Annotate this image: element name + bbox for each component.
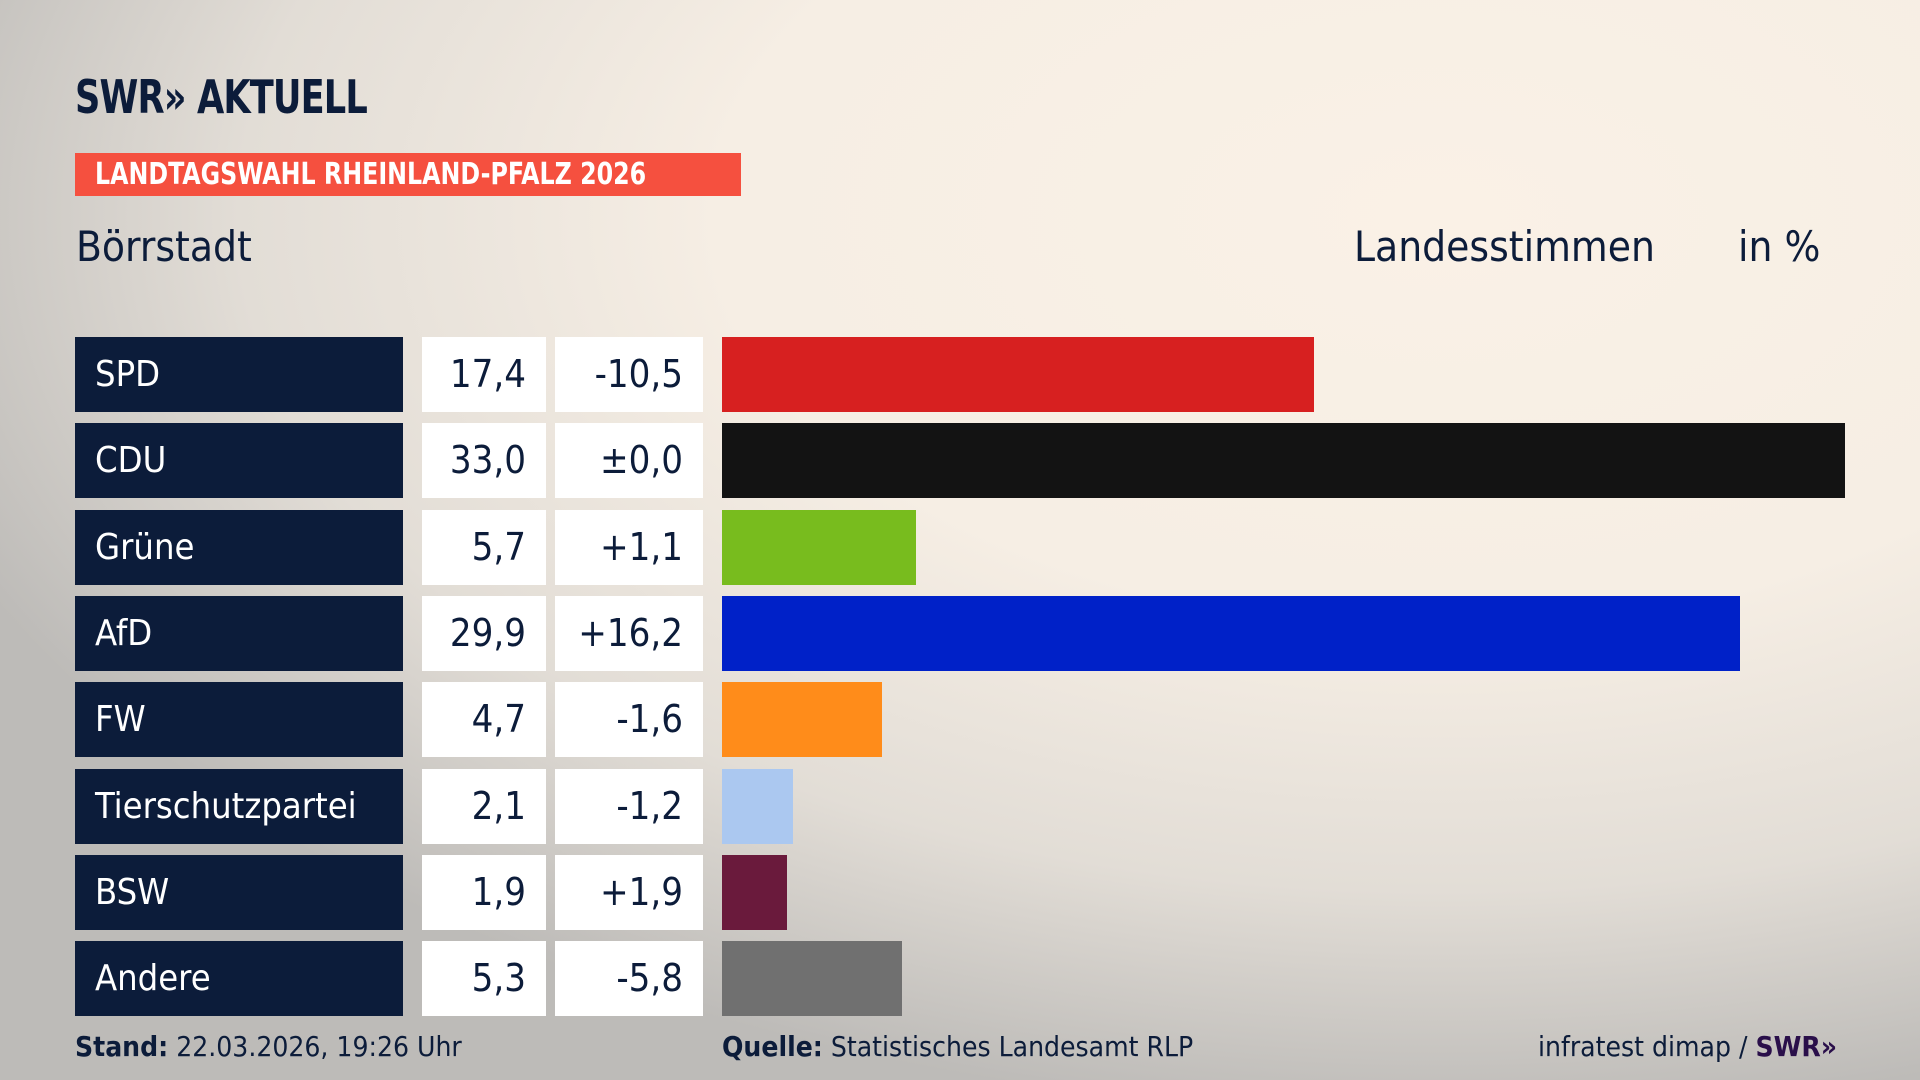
vote-share-label: 5,3 [422, 941, 546, 1017]
vote-change-label: -10,5 [555, 337, 703, 412]
party-bar [722, 941, 903, 1017]
source-label: Quelle: [722, 1030, 823, 1063]
credit-text: infratest dimap / [1538, 1030, 1748, 1063]
measure-label: Landesstimmen [1354, 222, 1655, 271]
vote-share-label: 4,7 [422, 682, 546, 758]
party-bar [722, 423, 1845, 499]
unit-label: in % [1738, 222, 1821, 271]
party-label: CDU [75, 423, 403, 499]
vote-change-label: -5,8 [555, 941, 703, 1017]
party-label: BSW [75, 854, 403, 930]
party-label: Tierschutzpartei [75, 768, 403, 844]
vote-change-label: +1,1 [555, 509, 703, 585]
stand-label: Stand: [75, 1030, 169, 1063]
party-bar [722, 595, 1740, 671]
location-title: Börrstadt [76, 222, 252, 271]
party-label: FW [75, 682, 403, 758]
vote-share-label: 17,4 [422, 337, 546, 412]
source: Quelle: Statistisches Landesamt RLP [722, 1030, 1193, 1063]
vote-change-label: ±0,0 [555, 423, 703, 499]
stand-value: 22.03.2026, 19:26 Uhr [176, 1030, 462, 1063]
election-banner: LANDTAGSWAHL RHEINLAND-PFALZ 2026 [75, 153, 742, 196]
swr-aktuell-logo: SWR» AKTUELL [75, 70, 368, 124]
vote-share-label: 1,9 [422, 854, 546, 930]
vote-change-label: +16,2 [555, 595, 703, 671]
vote-change-label: -1,6 [555, 682, 703, 758]
timestamp: Stand: 22.03.2026, 19:26 Uhr [75, 1030, 462, 1063]
swr-logo-small: SWR» [1755, 1030, 1838, 1063]
banner-text: LANDTAGSWAHL RHEINLAND-PFALZ 2026 [95, 157, 647, 192]
vote-share-label: 2,1 [422, 768, 546, 844]
vote-share-label: 5,7 [422, 509, 546, 585]
party-label: AfD [75, 595, 403, 671]
party-bar [722, 337, 1315, 412]
source-value: Statistisches Landesamt RLP [830, 1030, 1194, 1063]
party-bar [722, 682, 882, 758]
party-bar [722, 509, 916, 585]
party-label: Grüne [75, 509, 403, 585]
vote-change-label: +1,9 [555, 854, 703, 930]
vote-change-label: -1,2 [555, 768, 703, 844]
vote-share-label: 33,0 [422, 423, 546, 499]
party-label: Andere [75, 941, 403, 1017]
party-bar [722, 768, 794, 844]
party-label: SPD [75, 337, 403, 412]
credit: infratest dimap / SWR» [1538, 1030, 1837, 1063]
vote-share-label: 29,9 [422, 595, 546, 671]
party-bar [722, 854, 787, 930]
